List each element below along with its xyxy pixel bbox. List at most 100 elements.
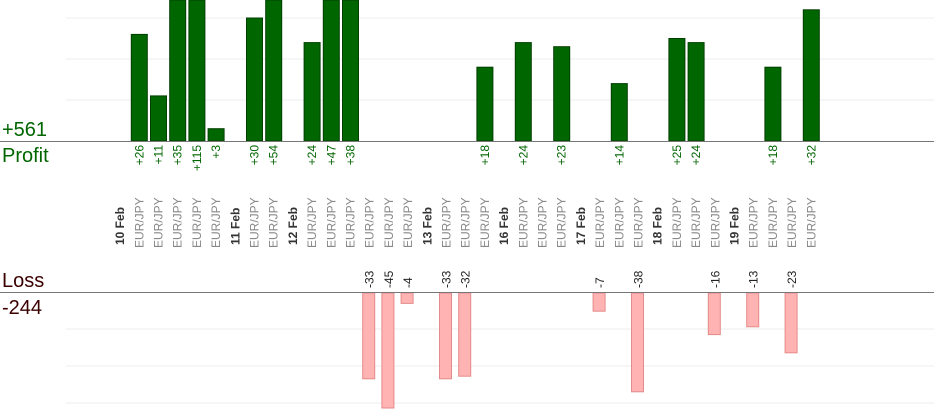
date-label: 11 Feb <box>228 208 242 245</box>
symbol-label: EUR/JPY <box>248 197 262 248</box>
loss-total: -244 <box>2 297 43 319</box>
profit-value-label: +14 <box>612 145 626 166</box>
profit-value-label: +18 <box>478 145 492 166</box>
profit-value-label: +115 <box>190 145 204 171</box>
profit-bar <box>265 0 283 142</box>
symbol-label: EUR/JPY <box>766 197 780 248</box>
symbol-label: EUR/JPY <box>132 197 146 248</box>
symbol-label: EUR/JPY <box>785 197 799 248</box>
profit-value-label: +38 <box>344 145 358 166</box>
symbol-label: EUR/JPY <box>747 197 761 248</box>
loss-bar <box>362 292 376 380</box>
profit-value-label: +18 <box>766 145 780 166</box>
profit-value-label: +3 <box>209 145 223 159</box>
profit-total: +561 <box>2 119 48 141</box>
symbol-label: EUR/JPY <box>324 197 338 248</box>
loss-bar <box>707 292 721 336</box>
profit-bar <box>764 66 782 142</box>
value-labels: +26 +11 +35 +115 +3 +30 +54 +24 +47 +38 -33 -45 -4 -3… <box>132 145 818 288</box>
symbol-label: EUR/JPY <box>382 197 396 248</box>
profit-bar <box>303 42 321 142</box>
symbol-label: EUR/JPY <box>209 197 223 248</box>
loss-value-label: -38 <box>632 270 646 288</box>
profit-bar <box>169 0 187 142</box>
symbol-label: EUR/JPY <box>152 197 166 248</box>
symbol-label: EUR/JPY <box>536 197 550 248</box>
symbol-label: EUR/JPY <box>708 197 722 248</box>
loss-value-label: -33 <box>363 270 377 288</box>
profit-bar <box>668 38 686 142</box>
profit-bar <box>322 0 340 142</box>
date-label: 13 Feb <box>420 207 434 245</box>
symbol-label: EUR/JPY <box>612 197 626 248</box>
profit-bar <box>802 9 820 142</box>
symbol-label: EUR/JPY <box>804 197 818 248</box>
date-label: 16 Feb <box>497 207 511 245</box>
profit-value-label: +24 <box>516 145 530 166</box>
profit-bar <box>553 46 571 142</box>
symbol-label: EUR/JPY <box>689 197 703 248</box>
profit-bar <box>130 33 148 142</box>
profit-value-label: +25 <box>670 145 684 166</box>
symbol-label: EUR/JPY <box>459 197 473 248</box>
profit-value-label: +54 <box>267 145 281 166</box>
profit-value-label: +30 <box>248 145 262 166</box>
profit-bar <box>476 66 494 142</box>
loss-value-label: -32 <box>459 270 473 288</box>
profit-label: Profit <box>2 145 49 167</box>
profit-value-label: +11 <box>152 145 166 165</box>
bar-series <box>130 0 820 409</box>
symbol-label: EUR/JPY <box>593 197 607 248</box>
date-label: 17 Feb <box>574 207 588 245</box>
symbol-label: EUR/JPY <box>670 197 684 248</box>
profit-bar <box>188 0 206 142</box>
profit-value-label: +35 <box>171 145 185 166</box>
symbol-label: EUR/JPY <box>440 197 454 248</box>
symbol-label: EUR/JPY <box>344 197 358 248</box>
loss-value-label: -7 <box>593 277 607 288</box>
symbol-label: EUR/JPY <box>478 197 492 248</box>
grid-lines <box>66 17 934 404</box>
category-labels: 10 Feb EUR/JPY EUR/JPY EUR/JPY EUR/JPY EUR/JP… <box>113 197 818 248</box>
symbol-label: EUR/JPY <box>401 197 415 248</box>
date-label: 18 Feb <box>651 207 665 245</box>
profit-bar <box>207 128 225 142</box>
loss-value-label: -4 <box>401 277 415 288</box>
profit-value-label: +32 <box>804 145 818 166</box>
profit-value-label: +26 <box>132 145 146 166</box>
symbol-label: EUR/JPY <box>305 197 319 248</box>
symbol-label: EUR/JPY <box>516 197 530 248</box>
profit-bar <box>342 0 359 142</box>
loss-bar <box>381 292 395 409</box>
loss-label: Loss <box>2 270 45 292</box>
date-label: 19 Feb <box>728 207 742 245</box>
loss-value-label: -45 <box>382 270 396 288</box>
zero-lines <box>0 141 934 293</box>
loss-bar <box>592 292 606 312</box>
loss-value-label: -13 <box>747 270 761 288</box>
date-label: 10 Feb <box>113 207 127 245</box>
symbol-label: EUR/JPY <box>190 197 204 248</box>
profit-bar <box>246 17 263 142</box>
profit-value-label: +24 <box>689 145 703 166</box>
symbol-label: EUR/JPY <box>171 197 185 248</box>
symbol-label: EUR/JPY <box>632 197 646 248</box>
profit-bar <box>687 42 705 142</box>
symbol-label: EUR/JPY <box>267 197 281 248</box>
profit-bar <box>610 83 628 142</box>
loss-bar <box>439 292 452 380</box>
profit-bar <box>150 95 167 142</box>
profit-value-label: +24 <box>305 145 319 166</box>
loss-bar <box>746 292 760 328</box>
symbol-label: EUR/JPY <box>363 197 377 248</box>
profit-bar <box>514 42 532 142</box>
loss-value-label: -16 <box>708 270 722 288</box>
loss-bar <box>631 292 644 393</box>
loss-bar <box>400 292 414 304</box>
date-label: 12 Feb <box>286 207 300 245</box>
profit-value-label: +23 <box>555 145 569 166</box>
loss-value-label: -23 <box>785 270 799 288</box>
loss-bar <box>458 292 472 377</box>
loss-value-label: -33 <box>440 270 454 288</box>
